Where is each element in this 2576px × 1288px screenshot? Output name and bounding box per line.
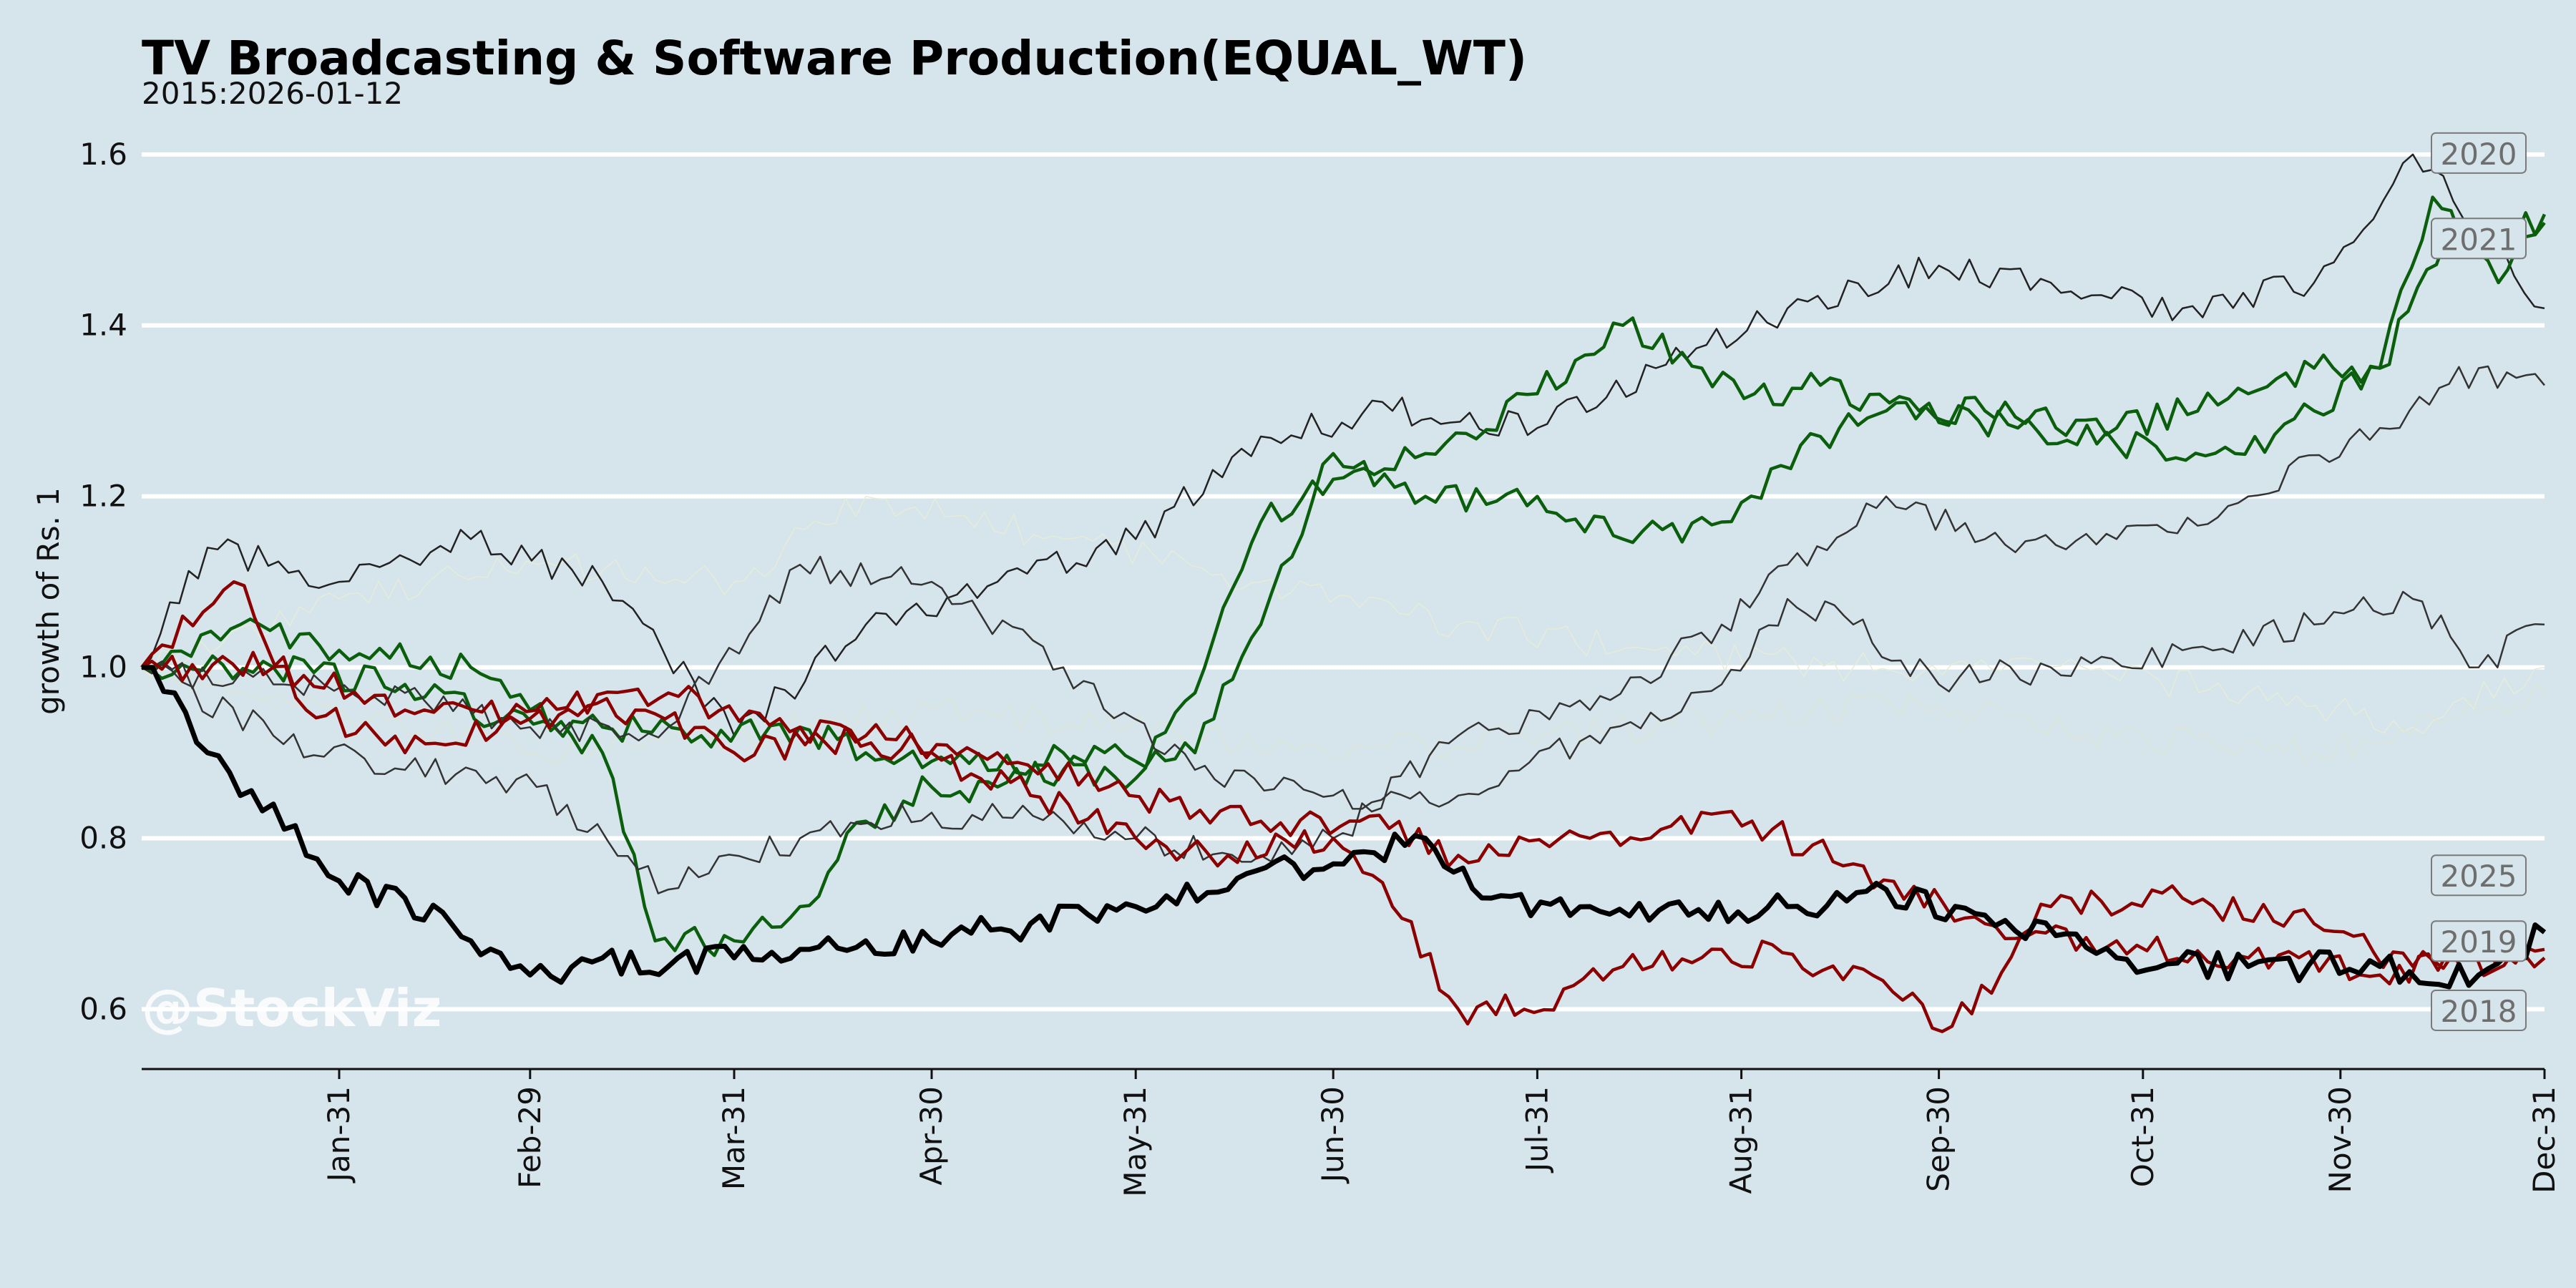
chart-subtitle: 2015:2026-01-12 bbox=[142, 76, 403, 111]
series-layer bbox=[140, 153, 2547, 1033]
y-tick-label: 1.4 bbox=[79, 308, 127, 343]
annotation-label: 2018 bbox=[2441, 994, 2517, 1029]
series-line-2016 bbox=[141, 666, 2545, 766]
x-tick-label: Oct-31 bbox=[2125, 1086, 2160, 1187]
annotation-box bbox=[2431, 854, 2527, 897]
series-line-2015 bbox=[141, 495, 2545, 734]
annotation-2020: 2020 bbox=[2431, 132, 2527, 174]
annotation-box bbox=[2431, 920, 2527, 962]
annotation-label: 2020 bbox=[2441, 137, 2517, 172]
y-tick-label: 1.0 bbox=[79, 650, 127, 685]
annotation-label: 2019 bbox=[2441, 924, 2517, 960]
y-tick-label: 1.6 bbox=[79, 137, 127, 172]
series-line-2018 bbox=[140, 650, 2545, 986]
annotation-label: 2025 bbox=[2441, 859, 2517, 894]
y-tick-label: 0.6 bbox=[79, 991, 127, 1026]
x-tick-label: Jan-31 bbox=[321, 1086, 356, 1184]
annotation-2018: 2018 bbox=[2431, 989, 2527, 1031]
chart-title: TV Broadcasting & Software Production(EQ… bbox=[142, 31, 1527, 86]
series-line-2020 bbox=[141, 195, 2547, 957]
x-tick-label: Aug-31 bbox=[1724, 1086, 1759, 1194]
annotation-box bbox=[2431, 989, 2527, 1031]
y-tick-label: 0.8 bbox=[79, 820, 127, 855]
series-line-2023 bbox=[141, 555, 2545, 810]
x-tick-label: Mar-31 bbox=[716, 1086, 751, 1190]
x-tick-label: Feb-29 bbox=[512, 1086, 547, 1189]
gridlines bbox=[142, 152, 2545, 1012]
x-tick-label: Nov-30 bbox=[2323, 1086, 2358, 1193]
x-tick-label: Jul-31 bbox=[1519, 1086, 1554, 1174]
x-axis: Jan-31 Feb-29 Mar-31 Apr-30 May-31 Jun-30 Jul-… bbox=[142, 1068, 2562, 1197]
annotation-box bbox=[2431, 132, 2527, 174]
y-tick-label: 1.2 bbox=[79, 479, 127, 514]
annotation-2019: 2019 bbox=[2431, 920, 2527, 962]
annotation-2025: 2025 bbox=[2431, 854, 2527, 897]
annotation-2021: 2021 bbox=[2431, 218, 2527, 260]
x-tick-label: Apr-30 bbox=[914, 1086, 949, 1186]
annotation-box bbox=[2431, 218, 2527, 260]
series-line-2017 bbox=[141, 153, 2545, 737]
y-axis-label: growth of Rs. 1 bbox=[31, 487, 66, 715]
x-tick-label: Jun-30 bbox=[1315, 1086, 1350, 1184]
series-line-2021 bbox=[141, 222, 2546, 776]
annotations: 2020 2021 2025 2019 2018 bbox=[2431, 132, 2527, 1031]
y-axis-ticks: 0.6 0.8 1.0 1.2 1.4 1.6 bbox=[79, 137, 127, 1027]
x-tick-label: Dec-31 bbox=[2527, 1086, 2562, 1194]
watermark: @StockViz bbox=[142, 978, 441, 1038]
x-tick-label: Sep-30 bbox=[1921, 1086, 1956, 1192]
x-tick-label: May-31 bbox=[1118, 1086, 1153, 1197]
series-line-2022 bbox=[141, 365, 2545, 894]
series-line-2025 bbox=[141, 665, 2547, 990]
series-line-2024 bbox=[140, 580, 2546, 1033]
annotation-label: 2021 bbox=[2441, 222, 2517, 257]
